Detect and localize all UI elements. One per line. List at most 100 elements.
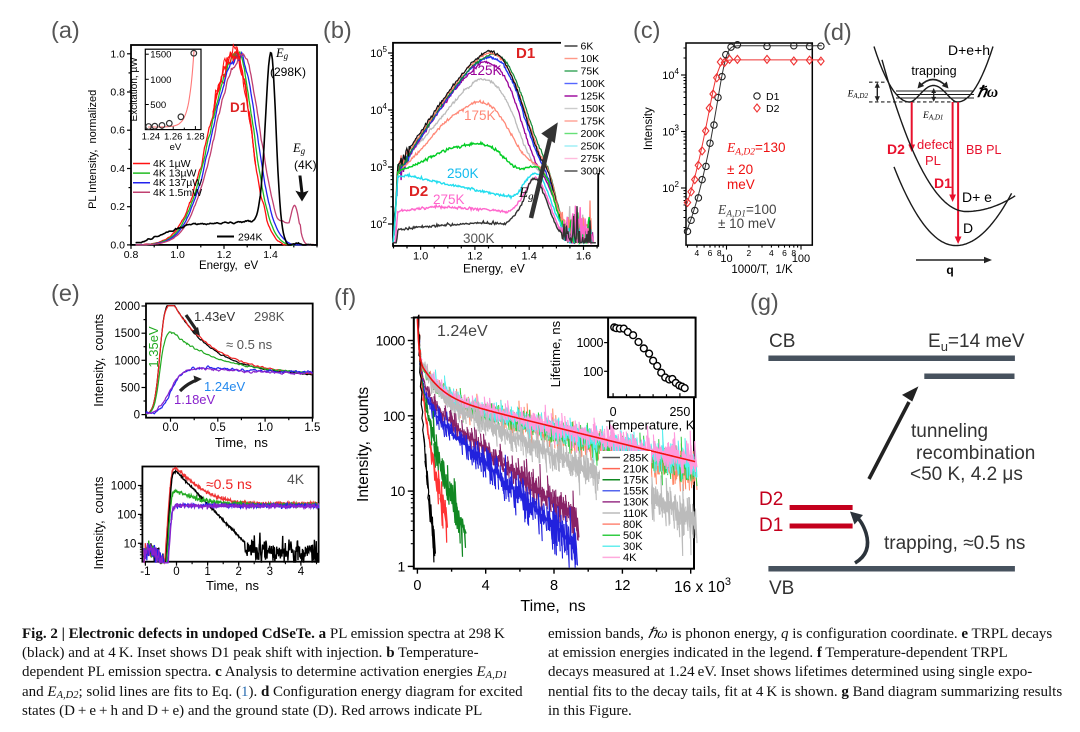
svg-text:6: 6 bbox=[708, 248, 713, 258]
svg-text:130K: 130K bbox=[623, 497, 649, 509]
svg-text:0.8: 0.8 bbox=[110, 87, 125, 99]
svg-text:4: 4 bbox=[298, 566, 305, 578]
svg-text:tunneling: tunneling bbox=[911, 421, 988, 442]
svg-text:104: 104 bbox=[370, 102, 387, 117]
svg-text:4K: 4K bbox=[623, 552, 637, 564]
svg-text:Eg: Eg bbox=[292, 141, 306, 156]
svg-text:155K: 155K bbox=[623, 486, 649, 498]
svg-text:4: 4 bbox=[769, 248, 774, 258]
svg-text:1000: 1000 bbox=[576, 336, 603, 350]
svg-text:Energy, eV: Energy, eV bbox=[463, 262, 525, 276]
svg-text:16 x 103: 16 x 103 bbox=[674, 576, 731, 596]
svg-text:103: 103 bbox=[370, 159, 387, 174]
svg-text:CB: CB bbox=[769, 331, 795, 352]
svg-text:285K: 285K bbox=[623, 452, 649, 464]
svg-text:Intensity, counts: Intensity, counts bbox=[355, 387, 372, 502]
svg-text:1500: 1500 bbox=[150, 50, 171, 61]
svg-text:50K: 50K bbox=[623, 530, 643, 542]
svg-text:10: 10 bbox=[124, 538, 137, 550]
svg-text:eV: eV bbox=[170, 142, 182, 153]
svg-text:3: 3 bbox=[267, 566, 273, 578]
svg-text:10: 10 bbox=[720, 253, 732, 265]
svg-text:8: 8 bbox=[791, 248, 796, 258]
svg-text:1.6: 1.6 bbox=[576, 251, 591, 263]
svg-text:10: 10 bbox=[390, 483, 405, 499]
svg-text:80K: 80K bbox=[623, 519, 643, 531]
svg-text:0.4: 0.4 bbox=[110, 163, 125, 175]
svg-text:Intensity, counts: Intensity, counts bbox=[92, 314, 106, 407]
svg-text:EA,D1=100: EA,D1=100 bbox=[717, 202, 776, 220]
svg-text:± 10 meV: ± 10 meV bbox=[718, 216, 776, 231]
svg-text:Excitation, µW: Excitation, µW bbox=[129, 57, 140, 122]
svg-text:4K 137µW: 4K 137µW bbox=[153, 177, 202, 189]
svg-text:D2: D2 bbox=[409, 183, 428, 200]
svg-text:1.4: 1.4 bbox=[522, 251, 537, 263]
svg-text:100: 100 bbox=[792, 253, 810, 265]
svg-text:D2: D2 bbox=[766, 103, 780, 115]
svg-text:-1: -1 bbox=[140, 566, 150, 578]
svg-text:1000: 1000 bbox=[114, 355, 140, 367]
svg-text:Temperature, K: Temperature, K bbox=[606, 418, 695, 433]
svg-text:8: 8 bbox=[717, 248, 722, 258]
svg-text:PL Intensity, normalized: PL Intensity, normalized bbox=[87, 90, 99, 209]
svg-text:0: 0 bbox=[173, 566, 179, 578]
svg-text:1.24eV: 1.24eV bbox=[437, 323, 488, 340]
svg-text:(4K): (4K) bbox=[294, 158, 317, 172]
svg-text:Time, ns: Time, ns bbox=[520, 598, 585, 615]
svg-text:1.43eV: 1.43eV bbox=[194, 309, 236, 324]
svg-text:275K: 275K bbox=[433, 192, 465, 207]
svg-text:Time, ns: Time, ns bbox=[206, 578, 259, 593]
svg-text:12: 12 bbox=[614, 578, 630, 594]
svg-text:500: 500 bbox=[121, 383, 140, 395]
svg-text:175K: 175K bbox=[464, 108, 496, 123]
svg-text:Eg: Eg bbox=[275, 46, 289, 61]
svg-text:trapping, ≈0.5 ns: trapping, ≈0.5 ns bbox=[884, 533, 1025, 554]
svg-text:1.2: 1.2 bbox=[217, 249, 232, 261]
svg-text:4: 4 bbox=[482, 578, 490, 594]
svg-text:1500: 1500 bbox=[114, 328, 140, 340]
svg-text:D+e+h: D+e+h bbox=[948, 42, 990, 58]
svg-text:2: 2 bbox=[235, 566, 241, 578]
svg-text:300K: 300K bbox=[463, 231, 495, 246]
svg-text:100: 100 bbox=[117, 509, 136, 521]
svg-text:125K: 125K bbox=[581, 91, 606, 103]
svg-text:0.5: 0.5 bbox=[210, 422, 226, 434]
svg-text:1.0: 1.0 bbox=[257, 422, 273, 434]
svg-text:250K: 250K bbox=[581, 141, 606, 153]
svg-text:175K: 175K bbox=[623, 475, 649, 487]
svg-text:1000: 1000 bbox=[150, 75, 171, 86]
svg-text:D1: D1 bbox=[759, 515, 783, 536]
svg-text:110K: 110K bbox=[623, 508, 649, 520]
svg-text:Eg: Eg bbox=[518, 185, 534, 203]
svg-text:250K: 250K bbox=[447, 166, 479, 181]
svg-text:200K: 200K bbox=[581, 128, 606, 140]
svg-text:6K: 6K bbox=[581, 41, 594, 53]
svg-text:1000: 1000 bbox=[111, 481, 137, 493]
svg-text:0: 0 bbox=[134, 410, 140, 422]
svg-text:1.18eV: 1.18eV bbox=[174, 392, 216, 407]
svg-text:≈ 0.5 ns: ≈ 0.5 ns bbox=[226, 337, 273, 352]
svg-text:EA,D2: EA,D2 bbox=[847, 90, 869, 101]
svg-text:defect: defect bbox=[917, 137, 953, 152]
svg-text:10K: 10K bbox=[581, 53, 600, 65]
svg-text:BB PL: BB PL bbox=[966, 143, 1001, 157]
svg-text:2000: 2000 bbox=[114, 301, 140, 313]
svg-text:102: 102 bbox=[370, 216, 387, 231]
svg-text:0.6: 0.6 bbox=[110, 125, 125, 137]
svg-text:1.4: 1.4 bbox=[263, 249, 278, 261]
svg-text:1.0: 1.0 bbox=[413, 251, 428, 263]
svg-text:D: D bbox=[963, 220, 973, 236]
svg-text:D1: D1 bbox=[766, 91, 780, 103]
svg-text:102: 102 bbox=[662, 180, 679, 195]
svg-text:30K: 30K bbox=[623, 541, 643, 553]
svg-text:meV: meV bbox=[727, 177, 755, 192]
svg-text:Lifetime, ns: Lifetime, ns bbox=[548, 320, 563, 387]
svg-text:0: 0 bbox=[610, 405, 617, 419]
svg-text:1.0: 1.0 bbox=[110, 48, 125, 60]
svg-text:105: 105 bbox=[370, 45, 387, 60]
svg-text:D2: D2 bbox=[759, 489, 783, 510]
svg-text:1.28: 1.28 bbox=[186, 132, 205, 143]
svg-text:300K: 300K bbox=[581, 166, 606, 178]
svg-text:Time, ns: Time, ns bbox=[215, 435, 268, 450]
svg-text:275K: 275K bbox=[581, 153, 606, 165]
